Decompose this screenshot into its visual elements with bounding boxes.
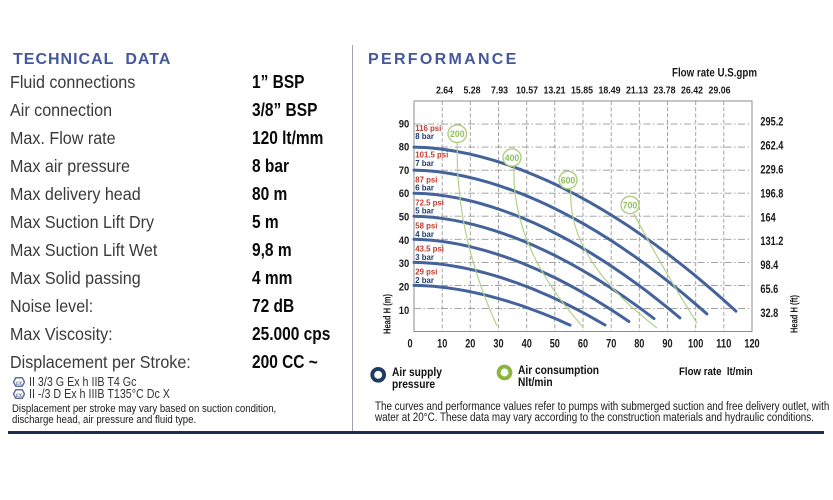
svg-text:50: 50 bbox=[399, 212, 410, 224]
svg-text:200: 200 bbox=[450, 129, 465, 139]
svg-text:98.4: 98.4 bbox=[760, 260, 778, 272]
svg-text:400: 400 bbox=[505, 153, 520, 163]
svg-text:4 bar: 4 bar bbox=[415, 230, 434, 239]
svg-text:10: 10 bbox=[399, 305, 410, 317]
svg-text:80: 80 bbox=[399, 142, 410, 154]
svg-text:0: 0 bbox=[407, 339, 412, 351]
svg-text:40: 40 bbox=[522, 339, 532, 351]
svg-text:100: 100 bbox=[688, 339, 703, 351]
svg-text:120: 120 bbox=[744, 339, 759, 351]
svg-text:700: 700 bbox=[623, 200, 638, 210]
svg-text:29 psi: 29 psi bbox=[415, 267, 437, 276]
svg-text:20: 20 bbox=[399, 282, 410, 294]
svg-text:90: 90 bbox=[399, 118, 410, 130]
svg-text:262.4: 262.4 bbox=[760, 140, 783, 152]
svg-text:87 psi: 87 psi bbox=[415, 175, 437, 184]
svg-text:90: 90 bbox=[662, 339, 672, 351]
svg-text:10.57: 10.57 bbox=[516, 86, 538, 97]
svg-text:43.5 psi: 43.5 psi bbox=[415, 244, 444, 253]
svg-text:60: 60 bbox=[578, 339, 588, 351]
svg-text:εx: εx bbox=[16, 391, 23, 399]
svg-text:23.78: 23.78 bbox=[654, 86, 676, 97]
svg-text:Head H (ft): Head H (ft) bbox=[790, 295, 801, 333]
svg-text:30: 30 bbox=[493, 339, 503, 351]
svg-text:295.2: 295.2 bbox=[760, 117, 783, 129]
svg-text:70: 70 bbox=[606, 339, 616, 351]
svg-text:29.06: 29.06 bbox=[709, 86, 731, 97]
svg-text:40: 40 bbox=[399, 235, 410, 247]
svg-text:2 bar: 2 bar bbox=[415, 276, 434, 285]
svg-text:80: 80 bbox=[634, 339, 644, 351]
svg-text:21.13: 21.13 bbox=[626, 86, 648, 97]
svg-text:10: 10 bbox=[437, 339, 447, 351]
svg-text:110: 110 bbox=[716, 339, 731, 351]
svg-text:50: 50 bbox=[550, 339, 560, 351]
svg-text:72.5 psi: 72.5 psi bbox=[415, 198, 444, 207]
svg-text:26.42: 26.42 bbox=[681, 86, 703, 97]
svg-text:70: 70 bbox=[399, 165, 410, 177]
svg-text:65.6: 65.6 bbox=[760, 284, 778, 296]
svg-text:7 bar: 7 bar bbox=[415, 159, 434, 168]
svg-text:58 psi: 58 psi bbox=[415, 221, 437, 230]
svg-text:101.5 psi: 101.5 psi bbox=[415, 151, 448, 160]
svg-text:116 psi: 116 psi bbox=[415, 124, 441, 133]
svg-text:600: 600 bbox=[561, 175, 576, 185]
svg-text:30: 30 bbox=[399, 258, 410, 270]
svg-text:2.64: 2.64 bbox=[436, 86, 453, 97]
svg-text:196.8: 196.8 bbox=[760, 188, 783, 200]
svg-text:6 bar: 6 bar bbox=[415, 184, 434, 193]
svg-text:5.28: 5.28 bbox=[463, 86, 480, 97]
svg-text:164: 164 bbox=[760, 212, 776, 224]
svg-text:Flow rate U.S.gpm: Flow rate U.S.gpm bbox=[672, 66, 757, 80]
svg-text:εx: εx bbox=[16, 379, 23, 387]
svg-text:20: 20 bbox=[465, 339, 475, 351]
svg-text:8 bar: 8 bar bbox=[415, 132, 434, 141]
svg-text:229.6: 229.6 bbox=[760, 164, 783, 176]
svg-text:32.8: 32.8 bbox=[760, 308, 778, 320]
svg-text:Head H (m): Head H (m) bbox=[383, 294, 394, 334]
svg-text:131.2: 131.2 bbox=[760, 236, 783, 248]
svg-text:15.85: 15.85 bbox=[571, 86, 593, 97]
svg-text:18.49: 18.49 bbox=[599, 86, 621, 97]
svg-text:13.21: 13.21 bbox=[544, 86, 566, 97]
svg-text:5 bar: 5 bar bbox=[415, 207, 434, 216]
svg-text:7.93: 7.93 bbox=[491, 86, 508, 97]
svg-text:60: 60 bbox=[399, 188, 410, 200]
svg-text:3 bar: 3 bar bbox=[415, 253, 434, 262]
